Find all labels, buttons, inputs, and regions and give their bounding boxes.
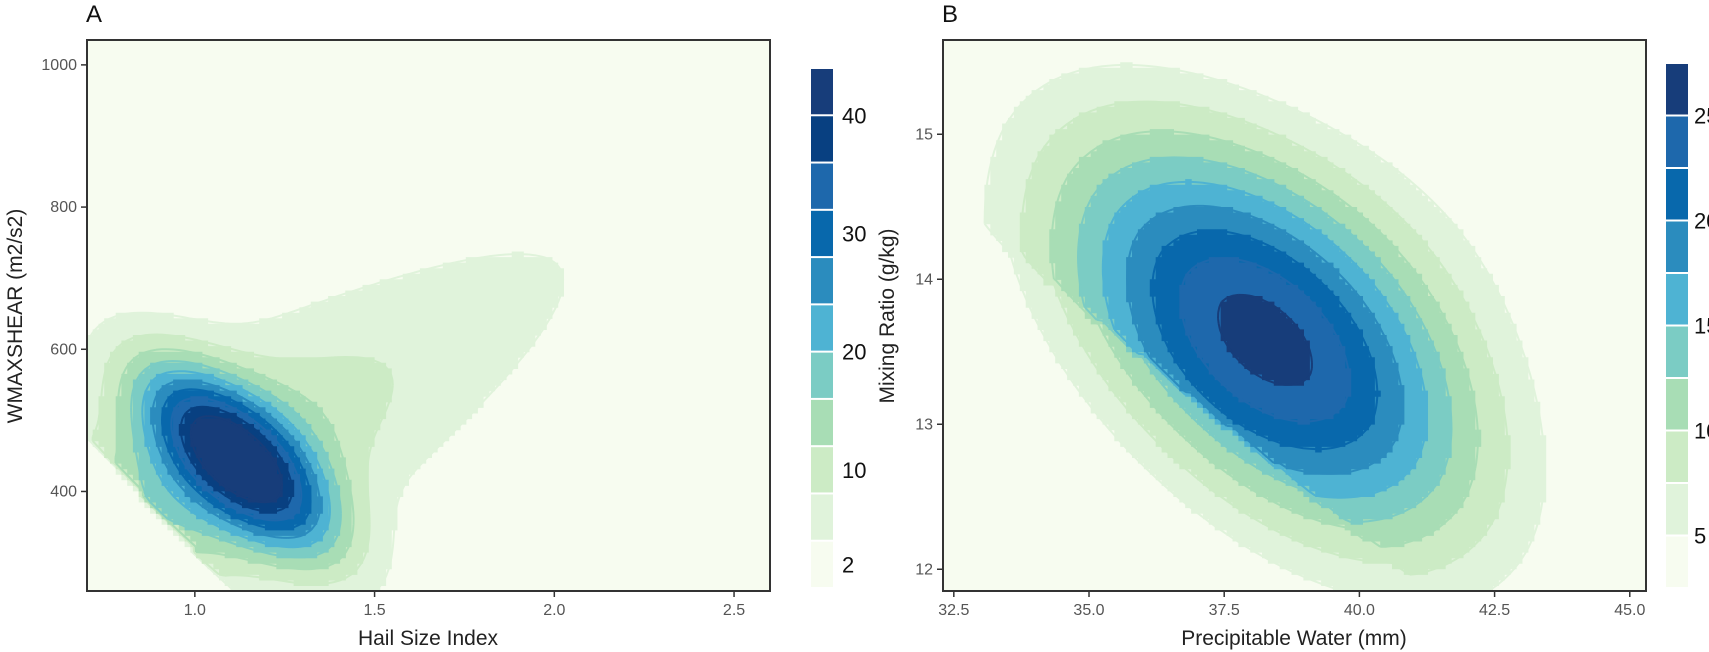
legend-swatch [1666, 116, 1688, 167]
y-tick-label: 600 [50, 341, 77, 358]
legend-label: 10 [842, 458, 866, 483]
contour-band-10 [189, 415, 284, 504]
panel-b-legend: 25 20 15 10 5 [1666, 64, 1709, 587]
legend-label: 20 [1694, 209, 1709, 234]
legend-swatch [811, 163, 833, 209]
legend-swatch [1666, 379, 1688, 430]
legend-swatch [1666, 169, 1688, 220]
panel-a-x-axis-title: Hail Size Index [358, 627, 499, 650]
y-tick-label: 13 [915, 416, 933, 433]
x-tick-label: 2.0 [543, 602, 565, 619]
panel-b-contours [983, 62, 1547, 591]
legend-swatch [1666, 221, 1688, 272]
legend-swatch [811, 399, 833, 446]
legend-swatch [811, 494, 833, 540]
panel-a-frame [86, 39, 771, 592]
contour-line-level-10 [189, 415, 284, 504]
legend-swatch [1666, 431, 1688, 482]
x-tick-label: 32.5 [938, 602, 969, 619]
x-tick-label: 42.5 [1479, 602, 1510, 619]
legend-label: 30 [842, 221, 866, 246]
panel-b-label: B [942, 1, 958, 28]
panel-a-x-axis: 1.0 1.5 2.0 2.5 [184, 591, 745, 619]
panel-b-y-axis-title: Mixing Ratio (g/kg) [876, 228, 899, 403]
contour-line-level-6 [151, 379, 321, 539]
panel-b-y-axis: 12 13 14 15 [915, 126, 943, 578]
legend-swatch [1666, 536, 1688, 587]
contour-line-level-3 [114, 348, 355, 571]
contour-line-level-9 [1217, 293, 1313, 386]
panel-a-label: A [86, 1, 102, 28]
legend-swatch [1666, 64, 1688, 115]
y-tick-label: 1000 [41, 57, 77, 74]
contour-line-level-2 [1020, 100, 1509, 576]
contour-line-level-1 [983, 64, 1546, 591]
panel-b: B 32.5 35.0 37.5 40.0 42.5 45.0 12 13 14 15 Prec… [876, 1, 1709, 650]
y-tick-label: 15 [915, 126, 933, 143]
legend-label: 15 [1694, 314, 1709, 339]
legend-label: 40 [842, 103, 866, 128]
x-tick-label: 1.0 [184, 602, 206, 619]
x-tick-label: 45.0 [1614, 602, 1645, 619]
contour-band-9 [1217, 293, 1313, 386]
contour-line-level-7 [161, 388, 312, 531]
legend-label: 5 [1694, 524, 1706, 549]
legend-swatch [1666, 274, 1688, 325]
contour-line-level-4 [1077, 156, 1453, 523]
panel-b-x-axis: 32.5 35.0 37.5 40.0 42.5 45.0 [938, 591, 1645, 619]
legend-swatch [811, 447, 833, 493]
x-tick-label: 1.5 [363, 602, 385, 619]
legend-label: 25 [1694, 104, 1709, 129]
x-tick-label: 2.5 [723, 602, 745, 619]
panel-a-y-axis: 400 600 800 1000 [41, 57, 87, 500]
contour-line-level-6 [1126, 204, 1404, 475]
legend-swatch [1666, 484, 1688, 535]
legend-swatch [811, 258, 833, 304]
x-tick-label: 37.5 [1209, 602, 1240, 619]
legend-swatch [811, 210, 833, 257]
contour-line-level-3 [1050, 130, 1479, 548]
y-tick-label: 800 [50, 199, 77, 216]
contour-line-level-9 [179, 405, 293, 513]
legend-swatch [1666, 326, 1688, 377]
x-tick-label: 35.0 [1073, 602, 1104, 619]
panel-a-contours [87, 251, 565, 591]
legend-swatch [811, 116, 833, 162]
contour-line-level-4 [130, 360, 342, 559]
legend-label: 20 [842, 340, 866, 365]
legend-swatch [811, 69, 833, 115]
legend-label: 2 [842, 552, 854, 577]
contour-line-level-8 [170, 397, 303, 522]
panel-b-x-axis-title: Precipitable Water (mm) [1181, 627, 1407, 650]
panel-a-legend: 40 30 20 10 2 [811, 69, 866, 587]
y-tick-label: 14 [915, 271, 933, 288]
contour-line-level-7 [1151, 229, 1379, 451]
x-tick-label: 40.0 [1344, 602, 1375, 619]
panel-b-frame [942, 39, 1647, 592]
panel-a: A 1.0 1.5 2.0 2.5 400 600 800 1000 Hail Size I… [4, 1, 866, 650]
contour-line-level-5 [141, 370, 331, 549]
panel-a-y-axis-title: WMAXSHEAR (m2/s2) [4, 209, 27, 424]
legend-label: 10 [1694, 419, 1709, 444]
contour-line-level-8 [1179, 257, 1351, 423]
contour-fill-level-10 [190, 418, 283, 503]
legend-swatch [811, 305, 833, 351]
y-tick-label: 12 [915, 561, 933, 578]
y-tick-label: 400 [50, 483, 77, 500]
legend-swatch [811, 541, 833, 587]
legend-swatch [811, 352, 833, 398]
